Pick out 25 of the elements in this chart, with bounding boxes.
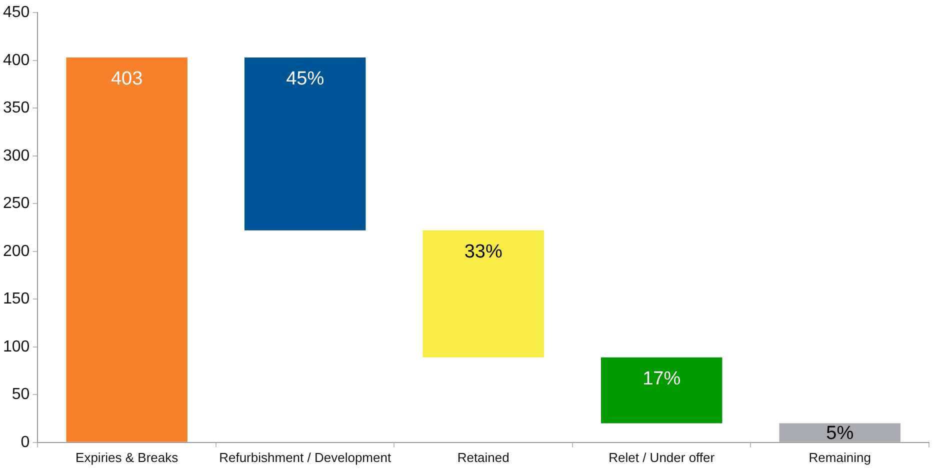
y-tick-label: 300 [2, 147, 30, 164]
y-tick-label: 100 [2, 338, 30, 356]
annotation: 45% [286, 68, 324, 90]
x-tick-label: Retained [457, 450, 510, 465]
x-tick-label: Refurbishment / Development [219, 450, 392, 465]
bar [66, 57, 188, 442]
y-tick-label: 350 [2, 100, 30, 117]
annotation: 17% [642, 368, 681, 390]
bar [422, 230, 544, 358]
bar [244, 57, 366, 230]
data-label: 403 [110, 68, 143, 90]
y-tick-label: 50 [12, 386, 30, 404]
x-tick-label: Remaining [808, 450, 871, 465]
annotation: 5% [826, 422, 854, 444]
y-tick-label: 0 [20, 434, 30, 451]
x-tick-label: Relet / Under offer [608, 450, 716, 465]
y-tick-label: 450 [2, 4, 30, 22]
y-tick-label: 250 [2, 195, 30, 212]
y-tick-label: 400 [2, 52, 30, 69]
y-tick-label: 150 [2, 290, 30, 308]
annotation: 33% [464, 242, 502, 263]
bar [601, 357, 722, 424]
y-tick-label: 200 [2, 242, 30, 260]
x-tick-label: Expiries & Breaks [76, 450, 179, 465]
bar [779, 423, 900, 442]
